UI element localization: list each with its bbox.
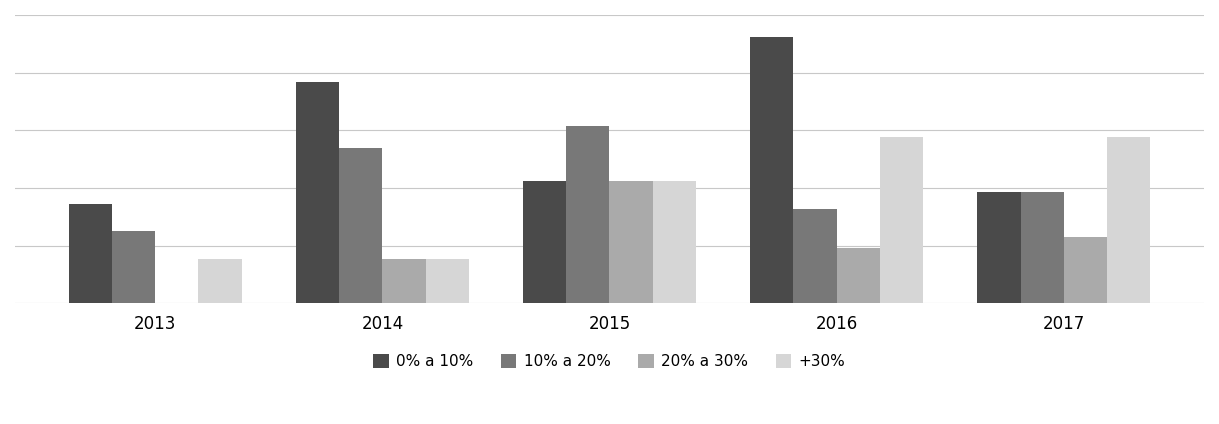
Bar [296,81,339,304]
Bar [383,259,425,304]
Bar [339,148,383,304]
Bar [1107,137,1150,304]
Bar [69,204,112,304]
Bar [880,137,923,304]
Bar [523,181,567,304]
Bar [1020,192,1064,304]
Bar [199,259,241,304]
Bar [1064,237,1107,304]
Bar [425,259,469,304]
Legend: 0% a 10%, 10% a 20%, 20% a 30%, +30%: 0% a 10%, 10% a 20%, 20% a 30%, +30% [373,354,846,369]
Bar [836,248,880,304]
Bar [610,181,652,304]
Bar [750,37,794,304]
Bar [567,126,610,304]
Bar [794,209,836,304]
Bar [978,192,1020,304]
Bar [112,232,155,304]
Bar [652,181,696,304]
